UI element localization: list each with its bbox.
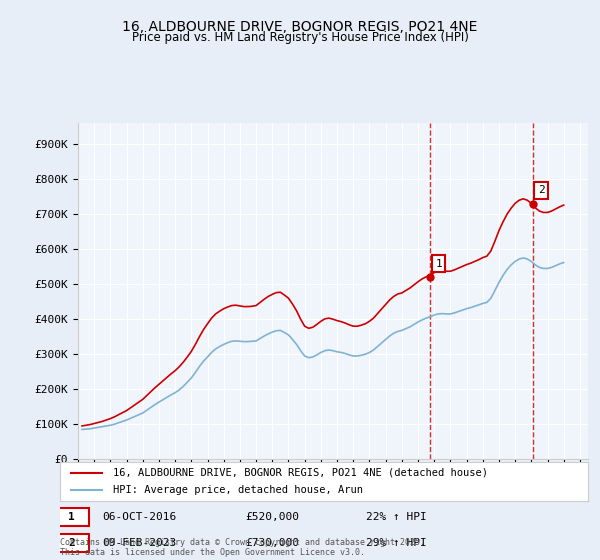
Text: 2: 2 [68, 538, 75, 548]
Text: 1: 1 [436, 259, 442, 269]
Text: 06-OCT-2016: 06-OCT-2016 [102, 512, 176, 521]
Text: £520,000: £520,000 [245, 512, 299, 521]
Text: 09-FEB-2023: 09-FEB-2023 [102, 538, 176, 548]
Text: 16, ALDBOURNE DRIVE, BOGNOR REGIS, PO21 4NE: 16, ALDBOURNE DRIVE, BOGNOR REGIS, PO21 … [122, 20, 478, 34]
Text: 29% ↑ HPI: 29% ↑ HPI [366, 538, 427, 548]
FancyBboxPatch shape [55, 534, 89, 552]
Text: HPI: Average price, detached house, Arun: HPI: Average price, detached house, Arun [113, 485, 363, 495]
Text: 2: 2 [538, 185, 545, 195]
Text: 1: 1 [68, 512, 75, 521]
FancyBboxPatch shape [55, 507, 89, 526]
Text: £730,000: £730,000 [245, 538, 299, 548]
Text: Contains HM Land Registry data © Crown copyright and database right 2025.
This d: Contains HM Land Registry data © Crown c… [60, 538, 425, 557]
Text: 22% ↑ HPI: 22% ↑ HPI [366, 512, 427, 521]
Text: Price paid vs. HM Land Registry's House Price Index (HPI): Price paid vs. HM Land Registry's House … [131, 31, 469, 44]
Text: 16, ALDBOURNE DRIVE, BOGNOR REGIS, PO21 4NE (detached house): 16, ALDBOURNE DRIVE, BOGNOR REGIS, PO21 … [113, 468, 488, 478]
